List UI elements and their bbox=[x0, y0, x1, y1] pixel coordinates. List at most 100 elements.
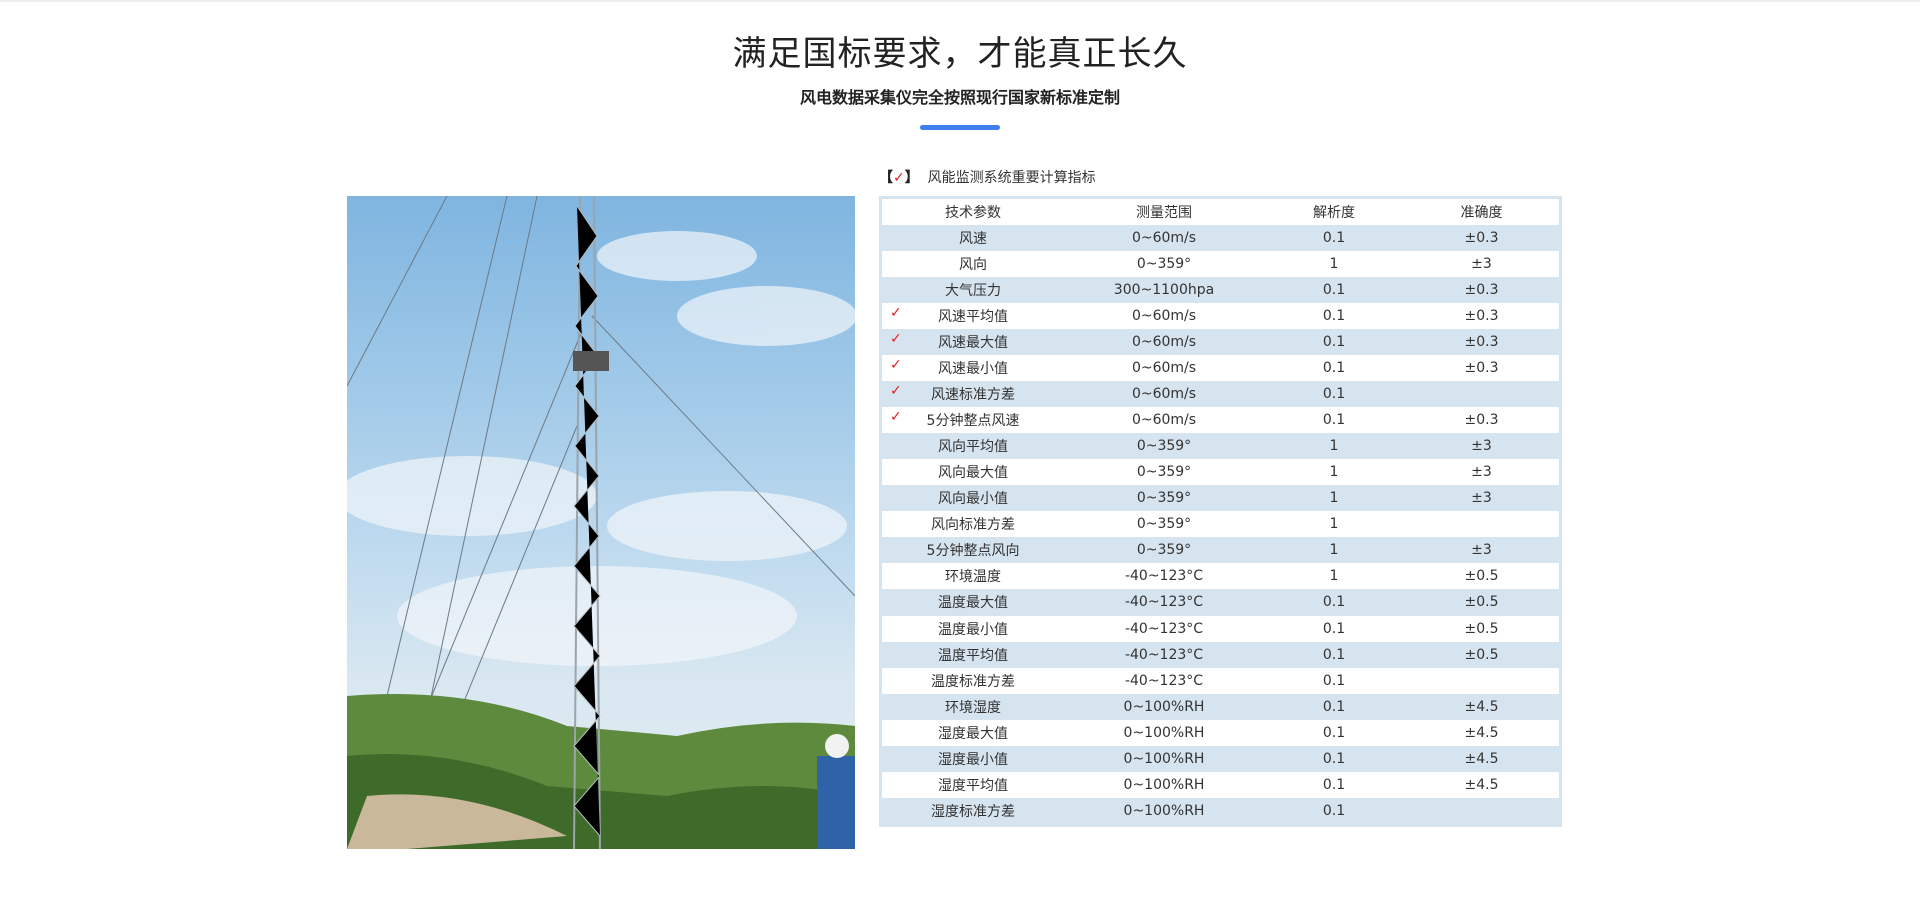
cell-text: 0.1 bbox=[1322, 308, 1346, 325]
table-cell: 0.1 bbox=[1264, 360, 1404, 376]
column-header: 解析度 bbox=[1313, 205, 1355, 222]
cell-text: 1 bbox=[1329, 490, 1339, 507]
spec-table: 技术参数 测量范围 解析度 准确度 风速 0~60m/s 0.1 ±0.3 风向 0~35… bbox=[879, 196, 1562, 827]
table-cell: -40~123°C bbox=[1064, 621, 1264, 637]
table-cell: 0.1 bbox=[1264, 647, 1404, 663]
table-row: ✓ 风速最小值 0~60m/s 0.1 ±0.3 bbox=[882, 355, 1559, 382]
cell-text: 风向 bbox=[959, 257, 987, 274]
cell-text: 1 bbox=[1329, 542, 1339, 559]
cell-text: ±3 bbox=[1471, 464, 1492, 481]
table-row: 环境湿度 0~100%RH 0.1 ±4.5 bbox=[882, 693, 1559, 720]
cell-text: ±0.5 bbox=[1464, 620, 1499, 637]
table-cell: 0~100%RH bbox=[1064, 803, 1264, 819]
table-cell: -40~123°C bbox=[1064, 673, 1264, 689]
table-cell: 1 bbox=[1264, 516, 1404, 532]
table-cell: ±4.5 bbox=[1404, 777, 1559, 793]
table-cell: 0~60m/s bbox=[1064, 360, 1264, 376]
table-row: ✓ 风速平均值 0~60m/s 0.1 ±0.3 bbox=[882, 303, 1559, 330]
cell-text: ±4.5 bbox=[1464, 724, 1499, 741]
table-row: 风向 0~359° 1 ±3 bbox=[882, 251, 1559, 278]
table-cell: 0~359° bbox=[1064, 464, 1264, 480]
cell-text: 湿度最小值 bbox=[938, 751, 1008, 768]
table-cell: 温度最大值 bbox=[882, 592, 1064, 612]
table-cell: 0.1 bbox=[1264, 673, 1404, 689]
cell-text: 1 bbox=[1329, 256, 1339, 273]
cell-text: ±4.5 bbox=[1464, 776, 1499, 793]
table-cell: 300~1100hpa bbox=[1064, 282, 1264, 298]
cell-text: -40~123°C bbox=[1124, 594, 1204, 611]
cell-text: 0~359° bbox=[1136, 464, 1192, 481]
table-row: ✓ 风速最大值 0~60m/s 0.1 ±0.3 bbox=[882, 329, 1559, 356]
cell-text: 温度最小值 bbox=[938, 621, 1008, 638]
cell-text: ±4.5 bbox=[1464, 750, 1499, 767]
table-cell: 0~359° bbox=[1064, 490, 1264, 506]
table-cell: ✓ 风速标准方差 bbox=[882, 383, 1064, 404]
check-icon: ✓ bbox=[893, 170, 905, 186]
cell-text: 风速最大值 bbox=[938, 335, 1008, 352]
table-cell: 大气压力 bbox=[882, 280, 1064, 300]
table-cell: 0.1 bbox=[1264, 751, 1404, 767]
cell-text: 0~100%RH bbox=[1123, 698, 1205, 715]
cell-text: 0.1 bbox=[1322, 724, 1346, 741]
cell-text: 温度标准方差 bbox=[931, 673, 1015, 690]
cell-text: 风速平均值 bbox=[938, 309, 1008, 326]
table-cell: ±0.3 bbox=[1404, 282, 1559, 298]
table-cell: 温度最小值 bbox=[882, 619, 1064, 639]
bracket-open: 【 bbox=[879, 170, 893, 186]
bracket-close: 】 bbox=[904, 170, 919, 186]
table-cell: 0.1 bbox=[1264, 621, 1404, 637]
title-accent-bar bbox=[920, 125, 1000, 130]
cell-text: 0~100%RH bbox=[1123, 750, 1205, 767]
cell-text: 1 bbox=[1329, 438, 1339, 455]
table-cell: ±0.3 bbox=[1404, 412, 1559, 428]
table-cell: -40~123°C bbox=[1064, 647, 1264, 663]
cell-text: ±0.3 bbox=[1464, 412, 1499, 429]
cell-text: 0~60m/s bbox=[1131, 386, 1197, 403]
table-cell: ✓ 风速最大值 bbox=[882, 331, 1064, 352]
cell-text: 0~100%RH bbox=[1123, 776, 1205, 793]
cell-text: ±4.5 bbox=[1464, 698, 1499, 715]
table-cell: 0~100%RH bbox=[1064, 699, 1264, 715]
table-cell: 风向 bbox=[882, 254, 1064, 274]
cell-text: 0.1 bbox=[1322, 698, 1346, 715]
table-row: 风向最小值 0~359° 1 ±3 bbox=[882, 485, 1559, 512]
table-cell: 湿度标准方差 bbox=[882, 801, 1064, 821]
table-cell: 风向最大值 bbox=[882, 462, 1064, 482]
table-cell: 环境温度 bbox=[882, 566, 1064, 586]
table-row: 风速 0~60m/s 0.1 ±0.3 bbox=[882, 225, 1559, 252]
caption-text: 风能监测系统重要计算指标 bbox=[927, 170, 1096, 186]
cell-text: ±0.3 bbox=[1464, 334, 1499, 351]
table-cell: 1 bbox=[1264, 464, 1404, 480]
table-cell: 1 bbox=[1264, 490, 1404, 506]
table-cell: ±4.5 bbox=[1404, 699, 1559, 715]
cell-text: 1 bbox=[1329, 568, 1339, 585]
cell-text: 环境温度 bbox=[945, 569, 1001, 586]
check-icon: ✓ bbox=[890, 331, 902, 348]
cell-text: ±0.5 bbox=[1464, 594, 1499, 611]
table-row: 温度最大值 -40~123°C 0.1 ±0.5 bbox=[882, 589, 1559, 616]
table-cell: 0~359° bbox=[1064, 542, 1264, 558]
table-cell: ±3 bbox=[1404, 438, 1559, 454]
table-cell: 风向最小值 bbox=[882, 488, 1064, 508]
page-subtitle: 风电数据采集仪完全按照现行国家新标准定制 bbox=[799, 88, 1120, 107]
table-cell: 温度标准方差 bbox=[882, 671, 1064, 691]
cell-text: 0.1 bbox=[1322, 386, 1346, 403]
table-row: 风向最大值 0~359° 1 ±3 bbox=[882, 459, 1559, 486]
table-cell: ±4.5 bbox=[1404, 751, 1559, 767]
cell-text: ±0.3 bbox=[1464, 360, 1499, 377]
cell-text: 风向最大值 bbox=[938, 465, 1008, 482]
table-cell: 0.1 bbox=[1264, 777, 1404, 793]
table-cell: ✓ 风速平均值 bbox=[882, 305, 1064, 326]
wind-tower-photo bbox=[347, 196, 855, 849]
cell-text: 5分钟整点风向 bbox=[926, 543, 1020, 560]
cell-text: ±0.3 bbox=[1464, 230, 1499, 247]
table-cell: 0.1 bbox=[1264, 412, 1404, 428]
cell-text: -40~123°C bbox=[1124, 672, 1204, 689]
table-cell: 0~100%RH bbox=[1064, 725, 1264, 741]
cell-text: 0.1 bbox=[1322, 230, 1346, 247]
table-cell: ±0.3 bbox=[1404, 308, 1559, 324]
cell-text: 湿度平均值 bbox=[938, 777, 1008, 794]
table-cell: 5分钟整点风向 bbox=[882, 540, 1064, 560]
table-row: 环境温度 -40~123°C 1 ±0.5 bbox=[882, 563, 1559, 590]
cell-text: 风速标准方差 bbox=[931, 387, 1015, 404]
